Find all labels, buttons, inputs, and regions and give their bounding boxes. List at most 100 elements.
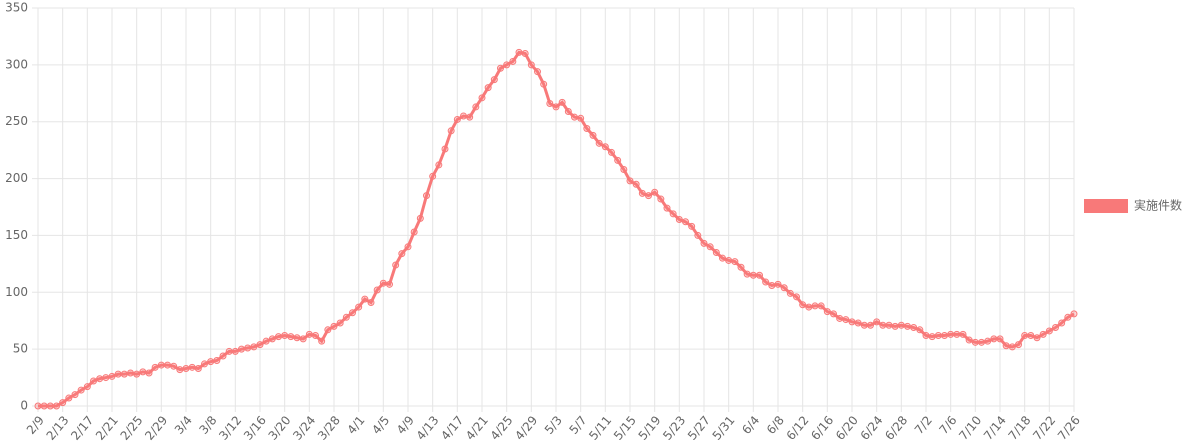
data-point — [176, 366, 184, 374]
data-point — [59, 399, 67, 407]
x-tick-label: 4/21 — [463, 413, 491, 443]
x-tick-label: 3/20 — [266, 413, 294, 443]
data-point — [330, 322, 338, 330]
data-point — [817, 302, 825, 310]
data-point — [706, 243, 714, 251]
x-tick-label: 4/1 — [345, 413, 368, 437]
data-point — [682, 218, 689, 226]
data-point — [731, 258, 739, 266]
data-point — [990, 335, 998, 343]
data-point — [947, 330, 955, 338]
data-point — [225, 347, 233, 355]
data-point — [848, 318, 856, 326]
data-point — [386, 280, 393, 288]
data-point — [472, 103, 480, 111]
data-point — [854, 319, 862, 327]
data-point — [626, 177, 634, 185]
data-point — [1064, 313, 1072, 321]
data-point — [53, 402, 60, 410]
data-point — [842, 316, 850, 324]
x-tick-label: 2/17 — [68, 413, 96, 443]
x-tick-label: 7/14 — [981, 413, 1009, 443]
data-point — [651, 188, 659, 196]
data-point — [984, 337, 992, 345]
data-point — [595, 139, 603, 147]
data-point — [799, 301, 807, 309]
y-tick-label: 250 — [5, 114, 28, 128]
data-point — [891, 322, 899, 330]
data-point — [293, 334, 301, 342]
x-tick-label: 6/24 — [858, 413, 886, 443]
x-tick-label: 3/16 — [241, 413, 269, 443]
data-point — [589, 131, 597, 139]
data-point — [349, 309, 356, 317]
x-tick-label: 7/22 — [1030, 413, 1058, 443]
data-point — [527, 61, 535, 69]
data-point — [410, 228, 418, 236]
data-point — [632, 180, 640, 188]
x-tick-label: 5/23 — [660, 413, 688, 443]
data-point — [558, 98, 566, 106]
data-point — [207, 358, 215, 366]
x-tick-label: 4/13 — [414, 413, 442, 443]
x-tick-label: 2/25 — [118, 413, 146, 443]
y-tick-label: 300 — [5, 57, 28, 71]
data-point — [441, 145, 449, 153]
data-point — [71, 391, 79, 399]
data-point — [213, 357, 221, 365]
data-point — [281, 331, 289, 339]
x-tick-label: 5/31 — [710, 413, 738, 443]
data-point — [398, 250, 406, 258]
x-tick-label: 2/21 — [93, 413, 121, 443]
data-point — [762, 278, 770, 286]
data-point — [657, 195, 665, 203]
data-point — [497, 64, 504, 72]
data-point — [231, 347, 239, 355]
data-point — [46, 402, 54, 410]
data-point — [355, 303, 363, 311]
x-tick-label: 5/15 — [611, 413, 639, 443]
data-point — [823, 308, 831, 316]
data-point — [867, 321, 874, 329]
data-point — [1015, 341, 1022, 349]
data-point — [700, 239, 708, 247]
data-point — [83, 383, 91, 391]
data-point — [749, 271, 757, 279]
data-point — [540, 80, 548, 88]
data-point — [40, 402, 48, 410]
data-point — [478, 94, 486, 102]
x-tick-label: 5/27 — [685, 413, 713, 443]
data-point — [953, 330, 961, 338]
x-tick-label: 2/13 — [44, 413, 72, 443]
data-point — [830, 310, 837, 318]
data-point — [108, 372, 116, 380]
data-point — [268, 335, 276, 343]
data-point — [484, 84, 492, 92]
data-point — [170, 362, 178, 370]
x-tick-label: 4/29 — [512, 413, 540, 443]
data-point — [941, 331, 948, 339]
data-point — [564, 107, 572, 115]
legend-label: 実施件数 — [1134, 198, 1182, 213]
data-point — [404, 243, 412, 251]
data-point — [256, 341, 264, 349]
data-point — [534, 68, 541, 76]
x-tick-label: 2/29 — [142, 413, 170, 443]
data-point — [669, 210, 677, 218]
data-point — [768, 281, 776, 289]
data-point — [509, 57, 517, 65]
data-point — [774, 280, 782, 288]
legend-swatch — [1084, 199, 1128, 213]
data-point — [583, 125, 591, 133]
data-point — [102, 374, 110, 382]
data-point — [577, 114, 585, 122]
data-point — [620, 165, 628, 173]
data-point — [916, 326, 924, 334]
x-tick-label: 6/16 — [808, 413, 836, 443]
data-point — [157, 361, 165, 369]
y-tick-label: 100 — [5, 285, 28, 299]
x-tick-label: 7/18 — [1006, 413, 1034, 443]
data-point — [312, 331, 319, 339]
data-point — [571, 113, 578, 121]
data-point — [466, 113, 474, 121]
